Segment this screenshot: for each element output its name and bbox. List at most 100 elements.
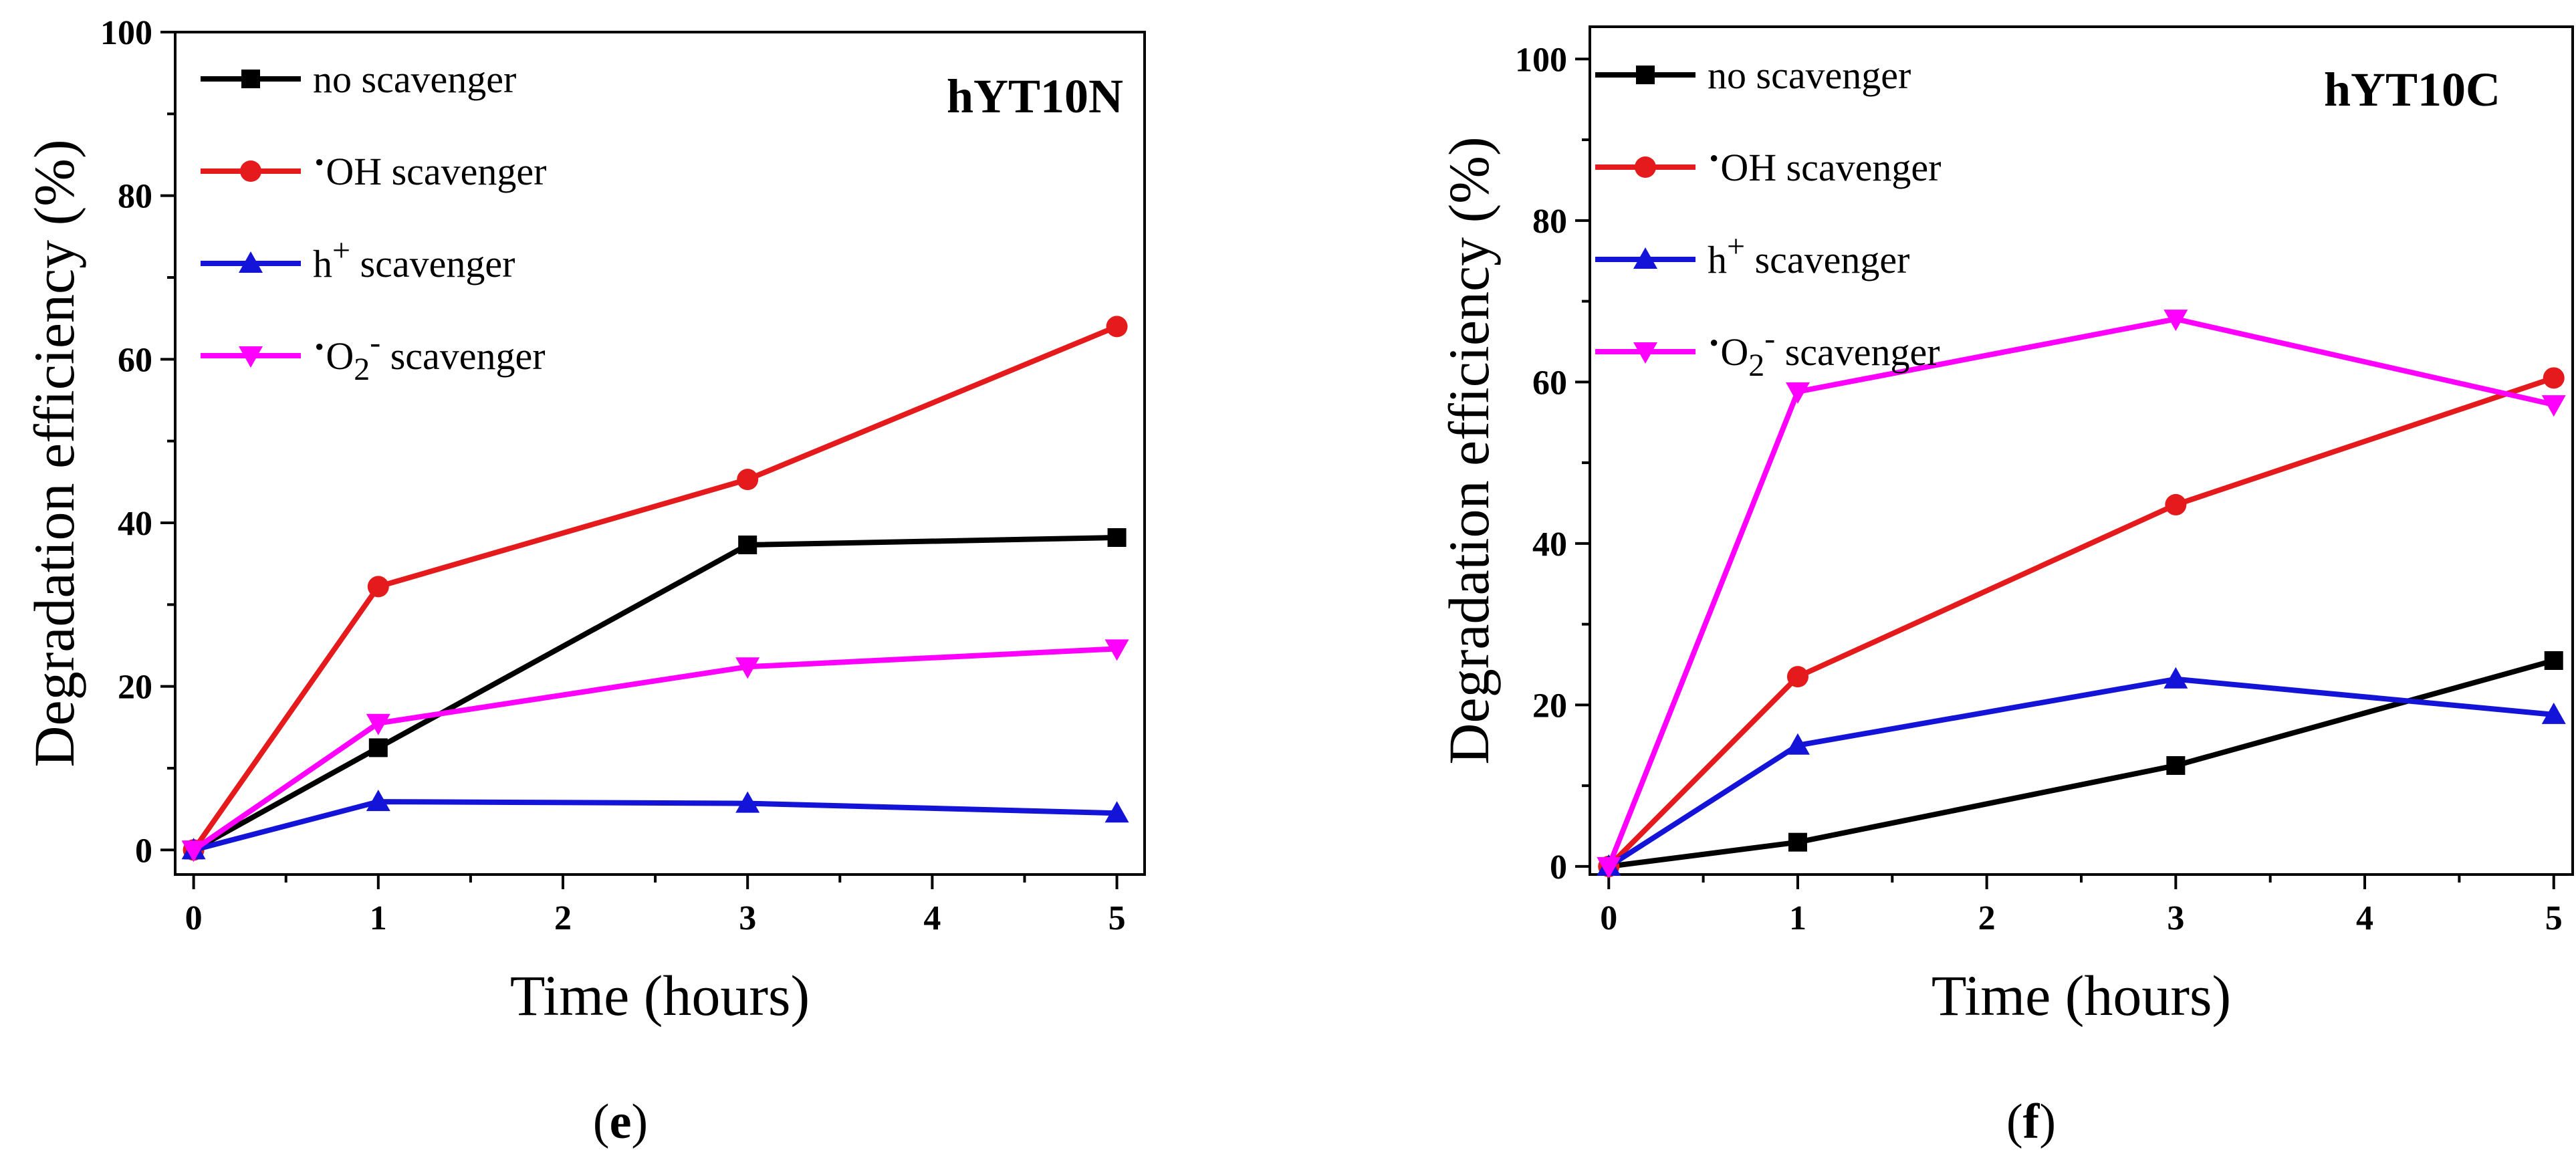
data-point: [368, 738, 388, 758]
data-point: [181, 840, 206, 862]
x-axis-title: Time (hours): [1931, 963, 2231, 1028]
legend-marker: [1633, 342, 1657, 364]
x-tick-label: 3: [739, 899, 756, 937]
series-line: [1608, 658, 2555, 869]
data-point: [1786, 666, 1808, 688]
data-point: [735, 791, 760, 813]
series-line: [1607, 375, 2555, 868]
legend-entry: ·OH scavenger: [201, 140, 546, 193]
x-tick-label: 1: [370, 899, 387, 937]
chart-title: hYT10C: [2324, 63, 2500, 116]
panel-label: (e): [593, 1094, 648, 1149]
y-tick-label: 100: [100, 14, 152, 52]
y-tick-label: 40: [1532, 526, 1567, 564]
y-tick-label: 20: [1532, 687, 1567, 725]
y-tick-label: 40: [118, 505, 152, 543]
series-line: [1606, 316, 2555, 868]
legend-marker: [240, 160, 261, 182]
series-line: [1607, 676, 2555, 869]
legend-marker: [1633, 247, 1657, 269]
series-3: [181, 639, 1129, 862]
series-2: [1597, 667, 2566, 876]
legend: no scavenger ·OH scavenger h+ scavenger ·O2…: [201, 57, 546, 387]
legend-entry: no scavenger: [201, 57, 516, 101]
series-1: [1598, 367, 2565, 877]
data-point: [1106, 316, 1128, 338]
legend: no scavenger ·OH scavenger h+ scavenger ·O2…: [1595, 53, 1941, 383]
x-tick-label: 5: [2545, 899, 2563, 937]
data-point: [2544, 651, 2563, 670]
legend-entry: ·OH scavenger: [1595, 136, 1941, 189]
x-tick-label: 0: [185, 899, 203, 937]
legend-marker: [1635, 156, 1656, 178]
x-tick-label: 2: [554, 899, 572, 937]
data-point: [1785, 733, 1810, 755]
data-point: [735, 657, 760, 679]
data-point: [2165, 493, 2187, 515]
series-0: [1599, 651, 2563, 876]
legend-label: ·OH scavenger: [313, 140, 546, 193]
x-tick-label: 2: [1978, 899, 1996, 937]
data-point: [1597, 856, 1621, 879]
y-tick-label: 0: [1550, 848, 1567, 887]
legend-entry: no scavenger: [1595, 53, 1911, 97]
data-point: [366, 713, 390, 735]
x-tick-label: 4: [2356, 899, 2373, 937]
data-point: [2541, 395, 2566, 417]
x-tick-label: 1: [1789, 899, 1806, 937]
legend-entry: h+ scavenger: [1595, 229, 1909, 281]
y-tick-label: 80: [1532, 203, 1567, 241]
y-tick-label: 0: [135, 832, 152, 870]
legend-entry: ·O2- scavenger: [1595, 321, 1940, 383]
legend-label: h+ scavenger: [1708, 229, 1909, 281]
data-point: [1104, 639, 1129, 661]
legend-label: ·OH scavenger: [1708, 136, 1941, 189]
data-point: [1104, 801, 1129, 823]
legend-entry: ·O2- scavenger: [201, 325, 546, 387]
data-point: [737, 469, 759, 491]
legend-marker: [241, 70, 260, 88]
y-tick-label: 80: [118, 178, 152, 216]
legend-label: ·O2- scavenger: [313, 325, 546, 387]
data-point: [1788, 832, 1807, 852]
y-tick-label: 60: [1532, 364, 1567, 402]
data-point: [366, 790, 390, 812]
data-point: [1785, 382, 1810, 404]
x-axis-title: Time (hours): [510, 963, 810, 1028]
chart-panel-e: 0 1 2 3 4 5 0 20 40 60 80 100 Time (hours) Degradatio…: [22, 14, 1146, 1028]
data-point: [2541, 702, 2566, 724]
data-point: [367, 576, 389, 598]
legend-label: ·O2- scavenger: [1708, 321, 1940, 383]
data-point: [2543, 367, 2565, 389]
plot-frame: [174, 31, 1146, 876]
series-3: [1597, 310, 2566, 879]
legend-label: no scavenger: [313, 57, 516, 101]
series-line: [191, 324, 1119, 852]
chart-title: hYT10N: [947, 70, 1123, 123]
y-axis-title: Degradation efficiency (%): [1437, 136, 1501, 764]
series-line: [192, 646, 1117, 852]
chart-panel-f: 0 1 2 3 4 5 0 20 40 60 80 100 Time (hours) Degradatio…: [1437, 25, 2574, 1028]
y-tick-label: 20: [118, 669, 152, 707]
y-tick-label: 100: [1515, 41, 1567, 79]
legend-label: no scavenger: [1708, 53, 1911, 97]
legend-entry: h+ scavenger: [201, 233, 515, 285]
series-2: [181, 790, 1129, 860]
legend-label: h+ scavenger: [313, 233, 515, 285]
y-axis-title: Degradation efficiency (%): [22, 139, 86, 767]
x-tick-label: 5: [1108, 899, 1126, 937]
data-point: [1107, 528, 1127, 547]
data-point: [2163, 667, 2188, 689]
data-point: [2163, 310, 2188, 332]
legend-marker: [239, 251, 263, 273]
series-line: [193, 799, 1117, 853]
x-tick-label: 4: [923, 899, 941, 937]
data-point: [2166, 756, 2186, 775]
series-line: [192, 535, 1117, 852]
y-tick-label: 60: [118, 341, 152, 379]
panel-label: (f): [2006, 1094, 2056, 1149]
legend-marker: [239, 346, 263, 368]
x-tick-label: 0: [1600, 899, 1617, 937]
data-point: [738, 536, 757, 555]
